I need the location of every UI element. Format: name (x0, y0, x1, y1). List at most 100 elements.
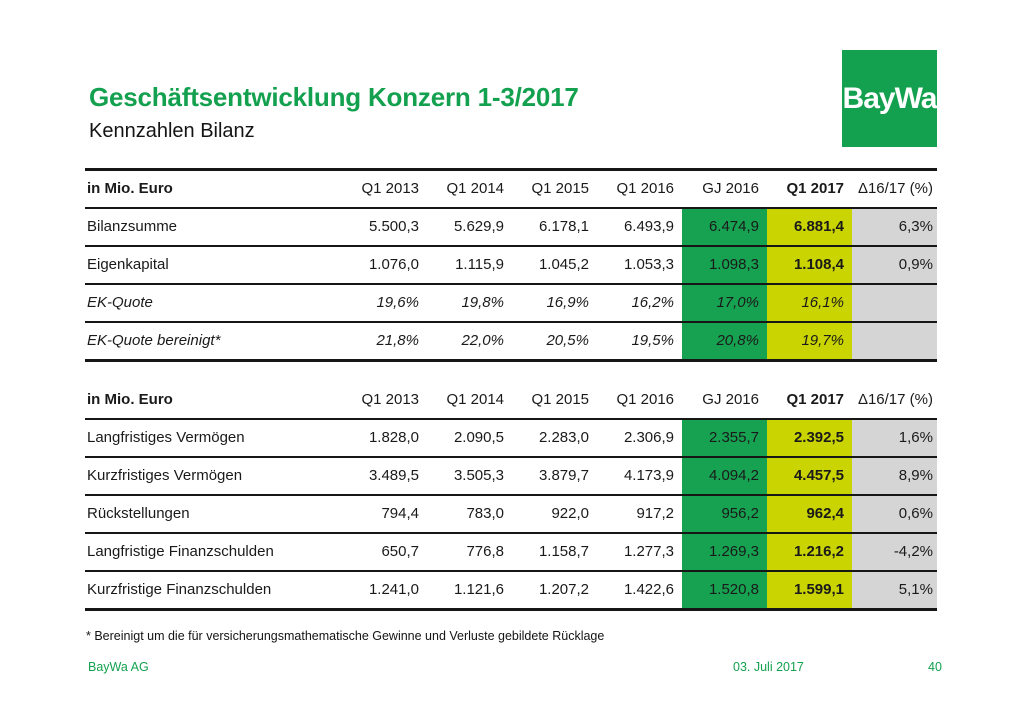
value-cell: 19,7% (767, 323, 852, 359)
value-cell: 22,0% (461, 332, 504, 349)
value-cell: 2.355,7 (682, 420, 767, 456)
value-cell: 3.505,3 (453, 467, 504, 484)
value-cell: 5.500,3 (368, 218, 419, 235)
slide-subtitle: Kennzahlen Bilanz (89, 120, 255, 142)
row-label: Kurzfristige Finanzschulden (87, 581, 272, 598)
value-cell: 650,7 (381, 543, 419, 560)
value-cell: 3.879,7 (538, 467, 589, 484)
value-cell: 5,1% (852, 572, 937, 608)
value-cell: 0,9% (852, 247, 937, 283)
value-cell: 6.493,9 (623, 218, 674, 235)
column-header: Δ16/17 (%) (857, 180, 933, 197)
baywa-logo-text: BayWa (842, 81, 938, 115)
value-cell: 19,8% (461, 294, 504, 311)
column-header: Q1 2016 (616, 391, 674, 408)
value-cell (852, 285, 937, 321)
value-cell: 1.241,0 (368, 581, 419, 598)
column-header: Q1 2016 (616, 180, 674, 197)
baywa-logo: BayWa (842, 50, 937, 147)
value-cell: 962,4 (767, 496, 852, 532)
row-label: Kurzfristiges Vermögen (87, 467, 243, 484)
value-cell: 1.076,0 (368, 256, 419, 273)
table-row: EK-Quote bereinigt* 21,8% 22,0% 20,5% 19,5% 2… (85, 323, 937, 362)
value-cell: 1.269,3 (682, 534, 767, 570)
value-cell: 21,8% (376, 332, 419, 349)
column-header: Q1 2014 (446, 391, 504, 408)
column-header: Q1 2014 (446, 180, 504, 197)
table-header-row: in Mio. Euro Q1 2013 Q1 2014 Q1 2015 Q1 2016… (85, 171, 937, 209)
value-cell: 19,5% (631, 332, 674, 349)
value-cell: 1,6% (852, 420, 937, 456)
value-cell: 794,4 (381, 505, 419, 522)
column-header: Q1 2015 (531, 180, 589, 197)
column-header: Δ16/17 (%) (857, 391, 933, 408)
value-cell: 16,1% (767, 285, 852, 321)
unit-label: in Mio. Euro (87, 391, 173, 408)
row-label: EK-Quote (87, 294, 153, 311)
value-cell: 3.489,5 (368, 467, 419, 484)
footer-company: BayWa AG (88, 660, 149, 674)
value-cell: 20,5% (546, 332, 589, 349)
value-cell: 1.216,2 (767, 534, 852, 570)
column-header: Q1 2015 (531, 391, 589, 408)
value-cell: 1.277,3 (623, 543, 674, 560)
value-cell: 1.599,1 (767, 572, 852, 608)
table-row: Eigenkapital 1.076,0 1.115,9 1.045,2 1.053,3… (85, 247, 937, 285)
value-cell: 1.422,6 (623, 581, 674, 598)
column-header: Q1 2013 (361, 391, 419, 408)
value-cell: 6.178,1 (538, 218, 589, 235)
value-cell: 2.283,0 (538, 429, 589, 446)
unit-label: in Mio. Euro (87, 180, 173, 197)
table-row: Kurzfristiges Vermögen 3.489,5 3.505,3 3.87… (85, 458, 937, 496)
value-cell: 2.306,9 (623, 429, 674, 446)
value-cell: 8,9% (852, 458, 937, 494)
value-cell: 6,3% (852, 209, 937, 245)
row-label: Langfristige Finanzschulden (87, 543, 274, 560)
footnote: * Bereinigt um die für versicherungsmath… (86, 629, 605, 643)
value-cell: 1.520,8 (682, 572, 767, 608)
footer-page-number: 40 (928, 660, 942, 674)
value-cell: 6.881,4 (767, 209, 852, 245)
value-cell: 1.108,4 (767, 247, 852, 283)
balance-key-figures-table-1: in Mio. Euro Q1 2013 Q1 2014 Q1 2015 Q1 2016… (85, 168, 937, 362)
table-header-row: in Mio. Euro Q1 2013 Q1 2014 Q1 2015 Q1 2016… (85, 382, 937, 420)
slide-title: Geschäftsentwicklung Konzern 1-3/2017 (89, 82, 579, 112)
column-header: GJ 2016 (702, 391, 759, 408)
value-cell: 1.828,0 (368, 429, 419, 446)
table-row: Bilanzsumme 5.500,3 5.629,9 6.178,1 6.493,9 6… (85, 209, 937, 247)
value-cell: 2.090,5 (453, 429, 504, 446)
value-cell: 1.207,2 (538, 581, 589, 598)
value-cell: 20,8% (682, 323, 767, 359)
value-cell: 0,6% (852, 496, 937, 532)
value-cell: 4.457,5 (767, 458, 852, 494)
row-label: Rückstellungen (87, 505, 190, 522)
value-cell: 776,8 (466, 543, 504, 560)
table-row: EK-Quote 19,6% 19,8% 16,9% 16,2% 17,0% 16,1% (85, 285, 937, 323)
value-cell: 5.629,9 (453, 218, 504, 235)
value-cell: 917,2 (636, 505, 674, 522)
column-header: Q1 2013 (361, 180, 419, 197)
column-header: GJ 2016 (702, 180, 759, 197)
value-cell: 6.474,9 (682, 209, 767, 245)
value-cell: 922,0 (551, 505, 589, 522)
value-cell: 4.173,9 (623, 467, 674, 484)
value-cell: 1.045,2 (538, 256, 589, 273)
table-row: Langfristige Finanzschulden 650,7 776,8 1.1… (85, 534, 937, 572)
value-cell: 956,2 (682, 496, 767, 532)
value-cell: 783,0 (466, 505, 504, 522)
value-cell: -4,2% (852, 534, 937, 570)
row-label: Langfristiges Vermögen (87, 429, 245, 446)
value-cell: 1.053,3 (623, 256, 674, 273)
value-cell: 1.098,3 (682, 247, 767, 283)
value-cell: 2.392,5 (767, 420, 852, 456)
row-label: Eigenkapital (87, 256, 169, 273)
footer-date: 03. Juli 2017 (733, 660, 804, 674)
value-cell: 16,9% (546, 294, 589, 311)
value-cell: 16,2% (631, 294, 674, 311)
table-row: Rückstellungen 794,4 783,0 922,0 917,2 956,2 9… (85, 496, 937, 534)
value-cell: 1.121,6 (453, 581, 504, 598)
value-cell: 17,0% (682, 285, 767, 321)
column-header: Q1 2017 (786, 391, 844, 408)
table-row: Langfristiges Vermögen 1.828,0 2.090,5 2.28… (85, 420, 937, 458)
value-cell: 4.094,2 (682, 458, 767, 494)
